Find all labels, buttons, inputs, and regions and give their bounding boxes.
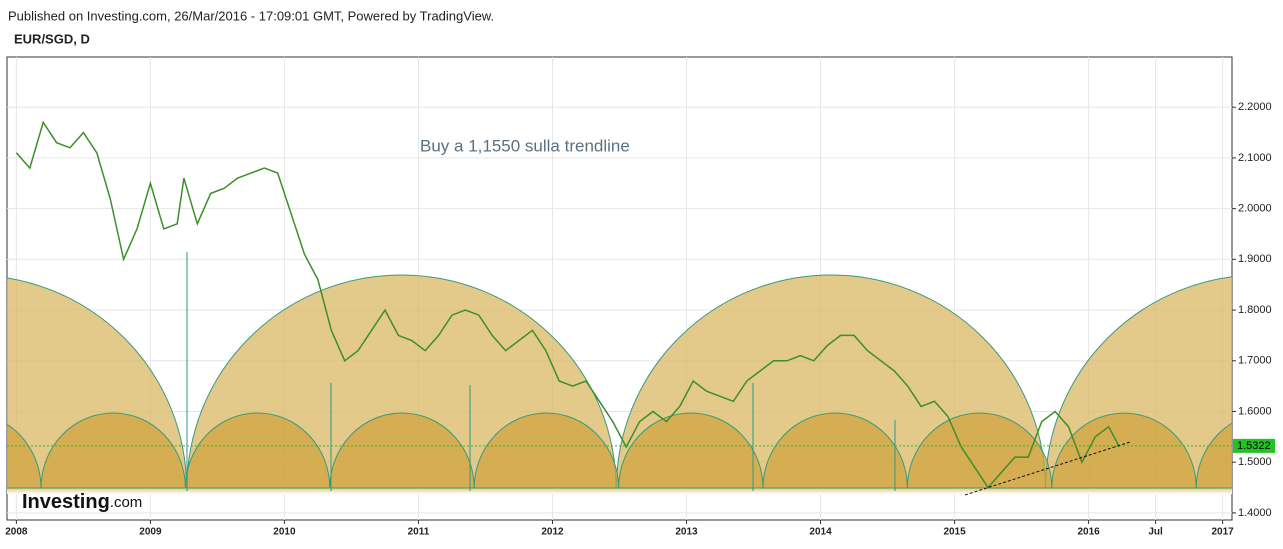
x-tick-label: 2012 [541,527,564,538]
logo-text: Investing [22,491,110,513]
y-tick-label: 2.2000 [1238,101,1272,113]
last-price-label: 1.5322 [1237,440,1271,452]
y-tick-label: 1.7000 [1238,355,1272,367]
x-tick-label: 2008 [5,527,28,538]
x-tick-label: 2017 [1211,527,1234,538]
x-tick-label: 2010 [273,527,296,538]
logo-suffix: .com [110,494,143,511]
x-tick-label: Jul [1148,527,1163,538]
x-tick-label: 2015 [943,527,966,538]
y-tick-label: 2.1000 [1238,152,1272,164]
published-note: Published on Investing.com, 26/Mar/2016 … [8,8,494,23]
annotation: Buy a 1,1550 sulla trendline [420,136,630,155]
logo: Investing.com [22,491,142,513]
x-tick-label: 2013 [675,527,698,538]
symbol: EUR/SGD, D [14,31,90,46]
y-tick-label: 1.6000 [1238,405,1272,417]
x-tick-label: 2016 [1077,527,1100,538]
y-tick-label: 1.5000 [1238,456,1272,468]
x-tick-label: 2014 [809,527,832,538]
y-tick-label: 1.4000 [1238,507,1272,519]
y-tick-label: 1.9000 [1238,253,1272,265]
x-tick-label: 2011 [408,527,430,538]
cycle-band [7,488,1232,494]
y-tick-label: 2.0000 [1238,203,1272,215]
x-tick-label: 2009 [139,527,162,538]
y-tick-label: 1.8000 [1238,304,1272,316]
